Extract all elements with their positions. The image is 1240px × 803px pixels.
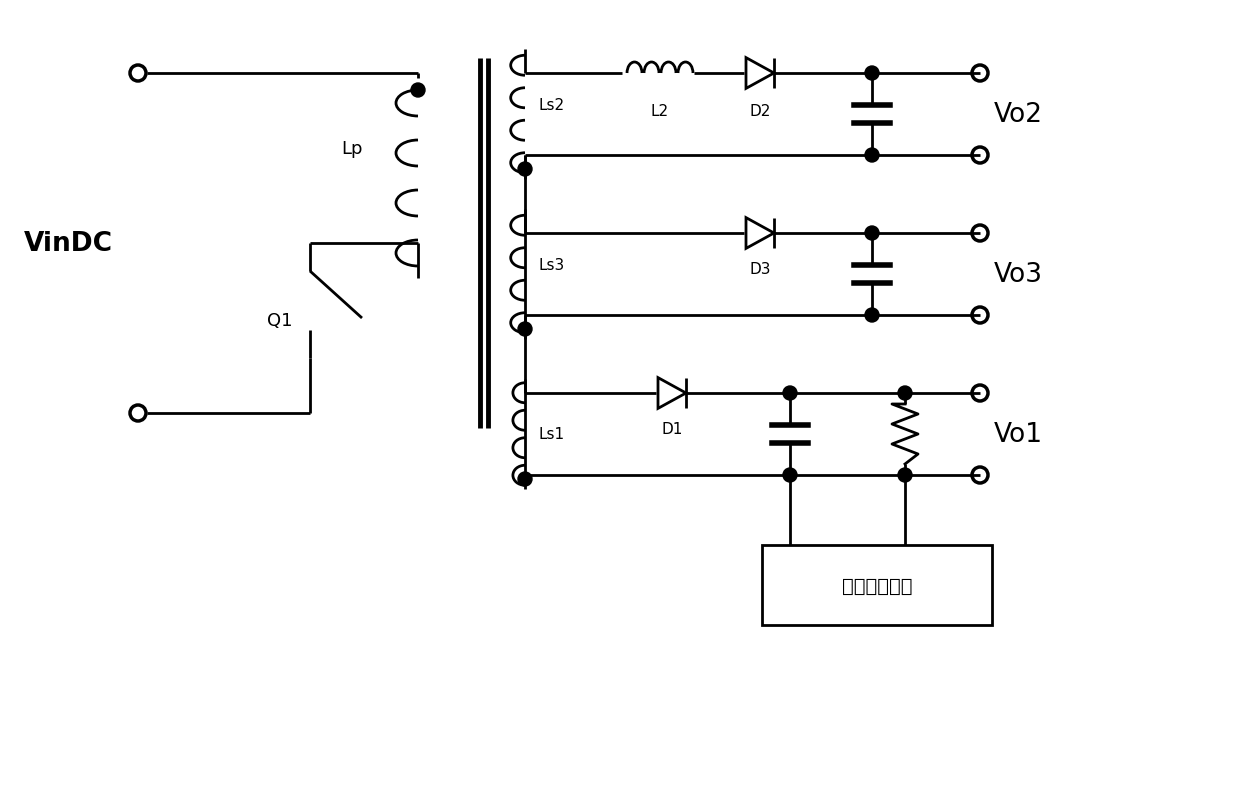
Text: Ls1: Ls1: [539, 427, 565, 442]
Text: Q1: Q1: [267, 312, 291, 330]
Text: D1: D1: [661, 422, 683, 437]
Circle shape: [518, 472, 532, 487]
Text: Vo2: Vo2: [994, 102, 1043, 128]
Text: L2: L2: [651, 104, 670, 119]
Circle shape: [782, 386, 797, 401]
Text: VinDC: VinDC: [24, 230, 113, 257]
Circle shape: [782, 468, 797, 483]
Text: Ls2: Ls2: [539, 97, 565, 112]
Circle shape: [518, 323, 532, 336]
Circle shape: [898, 468, 911, 483]
FancyBboxPatch shape: [763, 545, 992, 626]
Text: Lp: Lp: [341, 140, 363, 158]
Text: Vo1: Vo1: [994, 422, 1043, 447]
Circle shape: [866, 149, 879, 163]
Text: Vo3: Vo3: [994, 262, 1043, 287]
Text: 反馈取样电路: 反馈取样电路: [842, 576, 913, 595]
Circle shape: [518, 163, 532, 177]
Circle shape: [866, 226, 879, 241]
Text: D2: D2: [749, 104, 771, 119]
Circle shape: [410, 84, 425, 98]
Circle shape: [866, 308, 879, 323]
Circle shape: [866, 67, 879, 81]
Circle shape: [898, 386, 911, 401]
Text: D3: D3: [749, 262, 771, 277]
Text: Ls3: Ls3: [539, 257, 565, 272]
